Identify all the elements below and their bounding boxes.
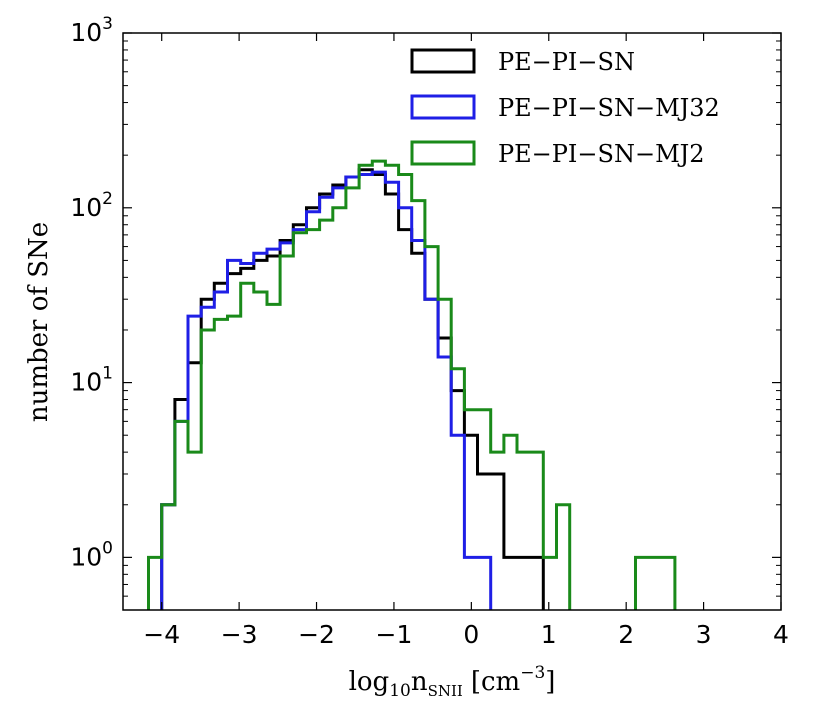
x-tick-label: −3 [221,620,258,649]
series-line-pe-pi-sn [160,168,545,610]
y-tick-label: 101 [70,364,113,397]
legend-label-pe-pi-sn: PE−PI−SN [498,48,635,76]
x-tick-label: 3 [696,620,712,649]
legend-swatch-pe-pi-sn [410,48,476,74]
y-axis-label: number of SNe [24,222,54,422]
x-axis-label-units-open: [cm [471,667,520,697]
legend-swatch-pe-pi-sn-mj32 [410,94,476,120]
legend-swatch-pe-pi-sn-mj2 [410,140,476,166]
x-tick-label: −4 [143,620,180,649]
tick-layer: −4 −3 −2 −1 0 1 2 3 4 100 101 102 103 [70,14,789,649]
x-axis-label: log10nSNII [cm−3] [349,663,556,701]
series-layer [147,159,677,610]
x-axis-label-sub1: 10 [389,681,411,701]
x-tick-label: 2 [618,620,634,649]
x-tick-label: −2 [298,620,335,649]
x-tick-label: 4 [773,620,789,649]
x-axis-label-sub2: SNII [428,682,463,700]
x-tick-label: −1 [376,620,413,649]
x-axis-label-units-close: ] [545,667,555,697]
legend-label-pe-pi-sn-mj2: PE−PI−SN−MJ2 [498,140,705,168]
axes-frame [122,32,782,611]
x-axis-label-base: log [349,667,390,697]
series-line-pe-pi-sn-mj2 [147,159,677,610]
y-tick-label: 100 [70,538,113,571]
x-axis-label-mid: n [411,667,428,697]
x-axis-label-units-sup: −3 [520,663,545,683]
series-line-pe-pi-sn-mj32 [160,170,493,610]
legend-label-pe-pi-sn-mj32: PE−PI−SN−MJ32 [498,94,720,122]
x-tick-label: 1 [541,620,557,649]
legend: PE−PI−SN PE−PI−SN−MJ32 PE−PI−SN−MJ2 [410,48,720,168]
y-tick-label: 102 [70,189,113,222]
y-tick-label: 103 [70,14,113,47]
x-tick-label: 0 [463,620,479,649]
